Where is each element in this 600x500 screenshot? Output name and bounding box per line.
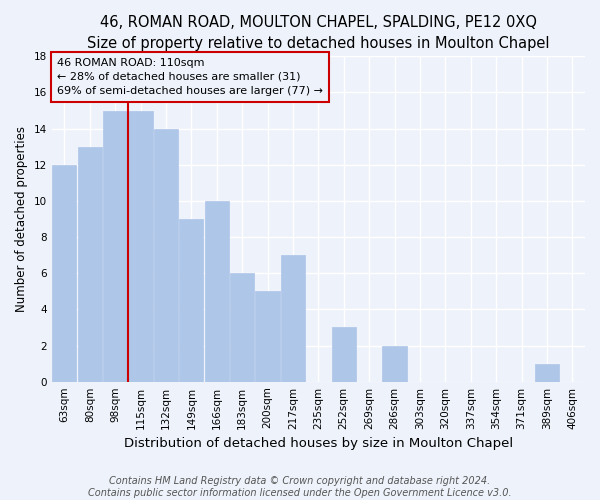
Text: 46 ROMAN ROAD: 110sqm
← 28% of detached houses are smaller (31)
69% of semi-deta: 46 ROMAN ROAD: 110sqm ← 28% of detached … xyxy=(57,58,323,96)
Bar xyxy=(52,165,76,382)
Bar xyxy=(230,273,254,382)
Bar xyxy=(281,255,305,382)
Bar xyxy=(205,201,229,382)
Bar xyxy=(128,110,152,382)
Y-axis label: Number of detached properties: Number of detached properties xyxy=(15,126,28,312)
X-axis label: Distribution of detached houses by size in Moulton Chapel: Distribution of detached houses by size … xyxy=(124,437,513,450)
Bar xyxy=(154,128,178,382)
Text: Contains HM Land Registry data © Crown copyright and database right 2024.
Contai: Contains HM Land Registry data © Crown c… xyxy=(88,476,512,498)
Title: 46, ROMAN ROAD, MOULTON CHAPEL, SPALDING, PE12 0XQ
Size of property relative to : 46, ROMAN ROAD, MOULTON CHAPEL, SPALDING… xyxy=(87,15,550,51)
Bar xyxy=(332,328,356,382)
Bar xyxy=(256,292,280,382)
Bar xyxy=(382,346,407,382)
Bar xyxy=(77,146,102,382)
Bar xyxy=(535,364,559,382)
Bar xyxy=(179,219,203,382)
Bar xyxy=(103,110,127,382)
